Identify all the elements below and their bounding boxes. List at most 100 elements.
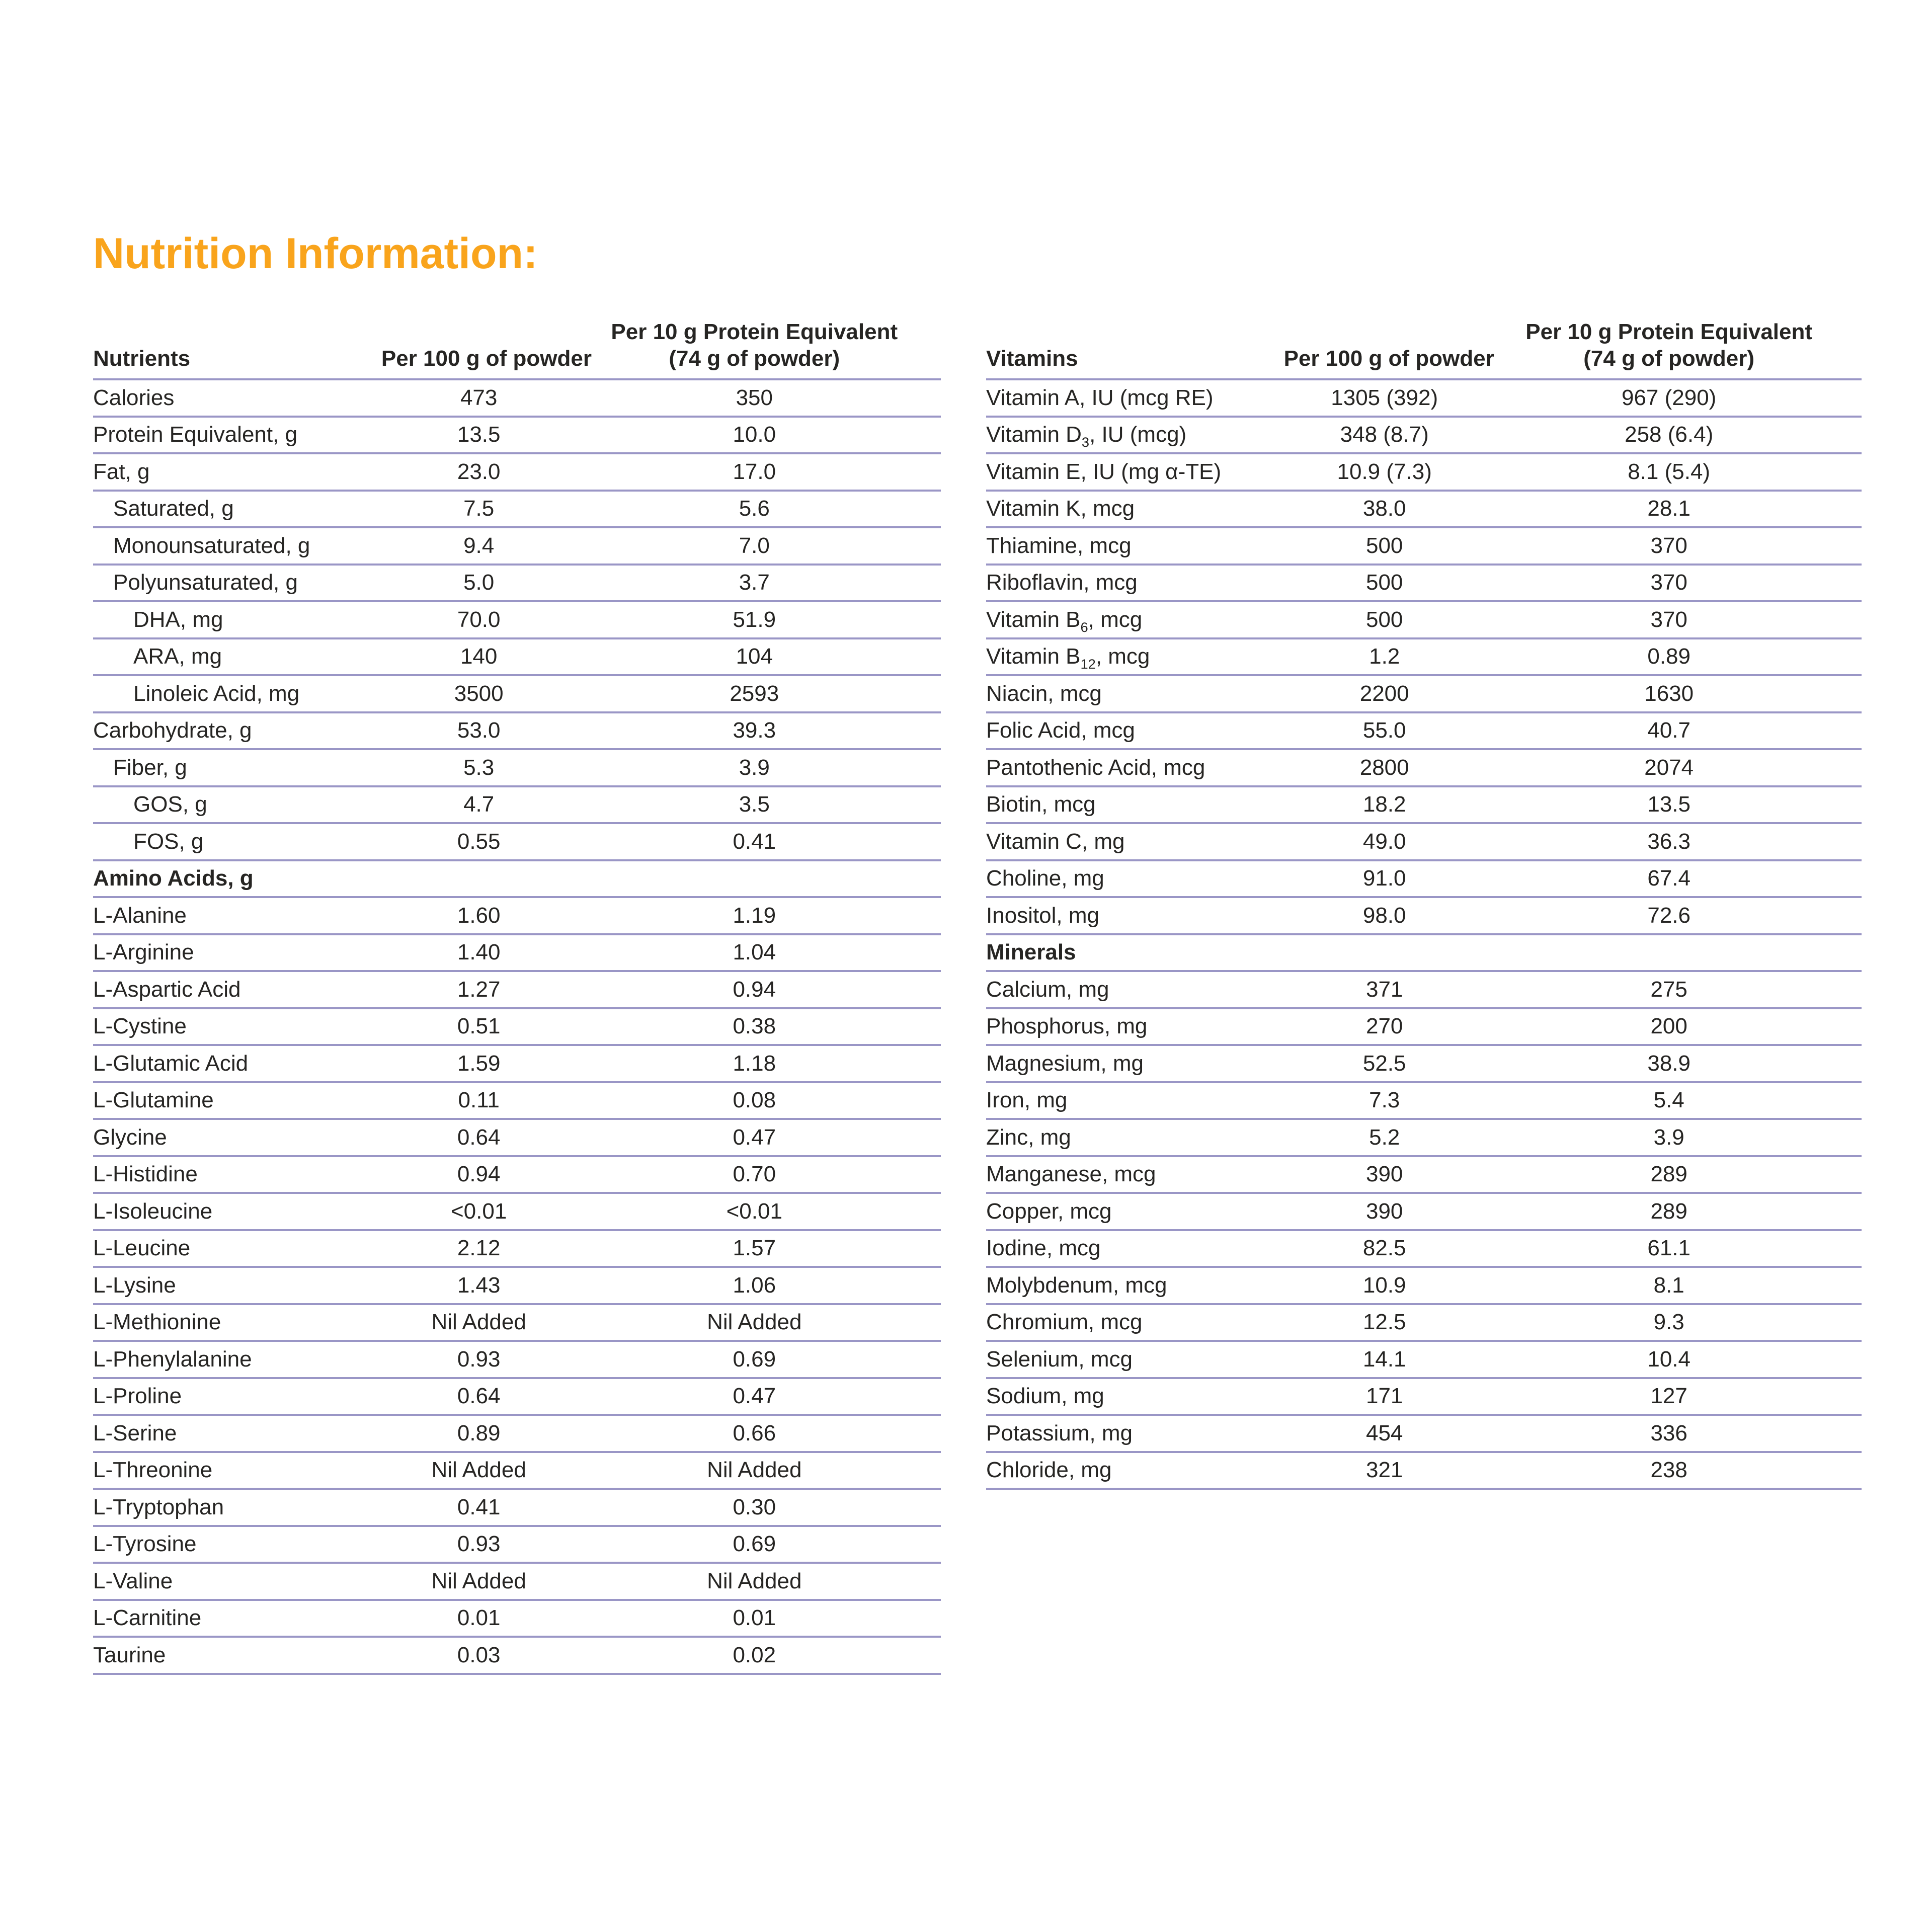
row-value-per-10g-protein: 28.1 <box>1647 496 1691 521</box>
row-label: L-Methionine <box>93 1310 221 1335</box>
table-row: Biotin, mcg 18.2 13.5 <box>986 787 1862 824</box>
row-value-per-100g: 0.93 <box>457 1346 501 1372</box>
row-label: Amino Acids, g <box>93 866 254 891</box>
row-label: Potassium, mg <box>986 1420 1133 1445</box>
table-row: Vitamin K, mcg 38.0 28.1 <box>986 492 1862 528</box>
row-value-per-100g: 98.0 <box>1362 903 1406 928</box>
row-label: Sodium, mg <box>986 1384 1104 1409</box>
row-value-per-10g-protein: 8.1 <box>1653 1272 1684 1298</box>
row-value-per-10g-protein: 0.70 <box>733 1162 776 1187</box>
table-row: L-Glutamine 0.11 0.08 <box>93 1083 941 1120</box>
row-value-per-10g-protein: 0.47 <box>733 1124 776 1150</box>
table-row: L-Tryptophan 0.41 0.30 <box>93 1490 941 1527</box>
row-value-per-10g-protein: 40.7 <box>1647 718 1691 743</box>
row-value-per-10g-protein: 967 (290) <box>1621 385 1717 410</box>
row-value-per-10g-protein: 0.66 <box>733 1420 776 1445</box>
header-line-1: Per 10 g Protein Equivalent <box>611 319 898 345</box>
table-row: Calcium, mg 371 275 <box>986 972 1862 1009</box>
row-label: Chloride, mg <box>986 1458 1112 1483</box>
table-row: L-Aspartic Acid 1.27 0.94 <box>93 972 941 1009</box>
row-value-per-100g: 371 <box>1365 977 1403 1002</box>
row-label: Vitamin C, mg <box>986 829 1125 854</box>
row-value-per-10g-protein: <0.01 <box>726 1198 782 1224</box>
table-row: Copper, mcg 390 289 <box>986 1194 1862 1231</box>
row-value-per-10g-protein: 258 (6.4) <box>1625 422 1714 447</box>
row-value-per-10g-protein: Nil Added <box>707 1568 802 1593</box>
table-row: Inositol, mg 98.0 72.6 <box>986 898 1862 935</box>
row-label: Vitamin A, IU (mcg RE) <box>986 385 1214 410</box>
nutrients-table-body: Calories 473 350 Protein Equivalent, g 13.5 1… <box>93 378 941 1675</box>
row-label: Polyunsaturated, g <box>113 570 298 595</box>
row-label: L-Phenylalanine <box>93 1346 252 1372</box>
row-value-per-10g-protein: 0.41 <box>733 829 776 854</box>
row-value-per-100g: 454 <box>1365 1420 1403 1445</box>
row-value-per-100g: Nil Added <box>431 1310 526 1335</box>
table-row: Magnesium, mg 52.5 38.9 <box>986 1046 1862 1083</box>
row-value-per-10g-protein: 275 <box>1650 977 1687 1002</box>
row-value-per-10g-protein: 0.94 <box>733 977 776 1002</box>
row-value-per-10g-protein: 1630 <box>1644 681 1694 706</box>
row-label: L-Histidine <box>93 1162 198 1187</box>
table-row: L-Glutamic Acid 1.59 1.18 <box>93 1046 941 1083</box>
section-header-row: Amino Acids, g <box>93 861 941 898</box>
table-row: Sodium, mg 171 127 <box>986 1379 1862 1416</box>
row-value-per-100g: 91.0 <box>1362 866 1406 891</box>
table-row: Manganese, mcg 390 289 <box>986 1157 1862 1194</box>
row-value-per-10g-protein: 2593 <box>730 681 779 706</box>
row-label: Molybdenum, mcg <box>986 1272 1167 1298</box>
table-row: Vitamin A, IU (mcg RE) 1305 (392) 967 (290… <box>986 380 1862 418</box>
row-value-per-10g-protein: 3.9 <box>739 755 770 780</box>
table-row: L-Cystine 0.51 0.38 <box>93 1009 941 1046</box>
row-value-per-10g-protein: 1.57 <box>733 1236 776 1261</box>
row-value-per-10g-protein: 5.6 <box>739 496 770 521</box>
row-value-per-100g: 500 <box>1365 607 1403 632</box>
row-value-per-100g: 18.2 <box>1362 792 1406 817</box>
row-value-per-100g: 70.0 <box>457 607 501 632</box>
column-header-per-10g-protein: Per 10 g Protein Equivalent (74 g of pow… <box>1511 319 1826 372</box>
header-line-2: (74 g of powder) <box>1583 346 1755 371</box>
section-header-row: Minerals <box>986 935 1862 972</box>
nutrients-table: Nutrients Per 100 g of powder Per 10 g P… <box>93 302 941 1675</box>
row-label: Glycine <box>93 1124 167 1150</box>
row-value-per-100g: 0.89 <box>457 1420 501 1445</box>
row-value-per-10g-protein: 1.18 <box>733 1051 776 1076</box>
row-value-per-10g-protein: 1.06 <box>733 1272 776 1298</box>
row-value-per-100g: 0.03 <box>457 1642 501 1667</box>
table-row: L-Alanine 1.60 1.19 <box>93 898 941 935</box>
row-label: Iron, mg <box>986 1088 1068 1113</box>
row-value-per-10g-protein: 127 <box>1650 1384 1687 1409</box>
row-label: Fat, g <box>93 459 150 484</box>
row-value-per-10g-protein: 370 <box>1650 533 1687 558</box>
row-value-per-10g-protein: 10.0 <box>733 422 776 447</box>
row-value-per-100g: 1.2 <box>1369 644 1400 669</box>
row-label: GOS, g <box>133 792 207 817</box>
nutrients-table-header: Nutrients Per 100 g of powder Per 10 g P… <box>93 302 941 378</box>
row-value-per-10g-protein: 2074 <box>1644 755 1694 780</box>
row-label: Folic Acid, mcg <box>986 718 1135 743</box>
row-value-per-10g-protein: 0.30 <box>733 1494 776 1519</box>
row-label: L-Serine <box>93 1420 177 1445</box>
table-row: DHA, mg 70.0 51.9 <box>93 602 941 639</box>
page-title: Nutrition Information: <box>93 229 538 278</box>
row-value-per-10g-protein: 0.89 <box>1647 644 1691 669</box>
table-row: L-Leucine 2.12 1.57 <box>93 1231 941 1268</box>
row-value-per-100g: 390 <box>1365 1162 1403 1187</box>
row-value-per-100g: 7.5 <box>463 496 495 521</box>
row-label: L-Proline <box>93 1384 182 1409</box>
row-value-per-10g-protein: 67.4 <box>1647 866 1691 891</box>
vitamins-table-header: Vitamins Per 100 g of powder Per 10 g Pr… <box>986 302 1862 378</box>
row-value-per-100g: 9.4 <box>463 533 495 558</box>
table-row: L-Proline 0.64 0.47 <box>93 1379 941 1416</box>
row-label: Pantothenic Acid, mcg <box>986 755 1205 780</box>
column-header-per-100g: Per 100 g of powder <box>381 346 592 371</box>
table-row: L-Serine 0.89 0.66 <box>93 1416 941 1453</box>
row-value-per-100g: 12.5 <box>1362 1310 1406 1335</box>
row-value-per-100g: 0.64 <box>457 1124 501 1150</box>
row-value-per-100g: 14.1 <box>1362 1346 1406 1372</box>
table-row: Folic Acid, mcg 55.0 40.7 <box>986 713 1862 750</box>
row-value-per-10g-protein: 104 <box>736 644 773 669</box>
row-label: L-Isoleucine <box>93 1198 213 1224</box>
vitamins-minerals-table: Vitamins Per 100 g of powder Per 10 g Pr… <box>986 302 1862 1490</box>
row-value-per-10g-protein: 7.0 <box>739 533 770 558</box>
row-value-per-100g: 0.11 <box>458 1088 500 1113</box>
